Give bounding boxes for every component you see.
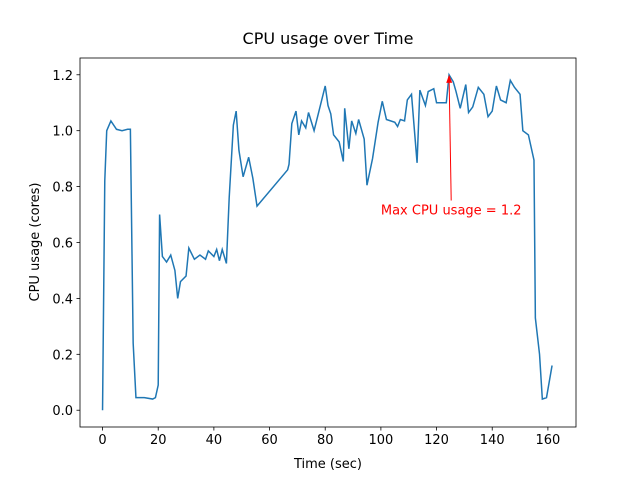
y-axis-label: CPU usage (cores) (28, 183, 43, 302)
data-line (101, 72, 553, 411)
x-tick-label: 80 (317, 433, 334, 448)
y-tick-label: 1.0 (52, 125, 73, 140)
chart-title: CPU usage over Time (243, 29, 414, 48)
x-tick-label: 20 (150, 433, 167, 448)
y-tick-label: 1.2 (52, 69, 73, 84)
x-tick-label: 120 (424, 433, 449, 448)
y-tick-label: 0.4 (52, 292, 73, 307)
annotation-text: Max CPU usage = 1.2 (381, 204, 522, 219)
annotation-arrow (448, 76, 452, 201)
x-tick-label: 140 (480, 433, 505, 448)
x-tick-label: 0 (98, 433, 106, 448)
x-tick-label: 160 (535, 433, 560, 448)
plot-frame (79, 57, 577, 428)
x-tick-label: 100 (368, 433, 393, 448)
y-tick-label: 0.8 (52, 181, 73, 196)
y-tick-label: 0.6 (52, 237, 73, 252)
x-tick-label: 40 (206, 433, 223, 448)
annotation-arrowhead (446, 74, 453, 83)
y-tick-label: 0.0 (52, 404, 73, 419)
x-axis-label: Time (sec) (293, 457, 362, 472)
y-tick-label: 0.2 (52, 348, 73, 363)
x-tick-label: 60 (261, 433, 278, 448)
